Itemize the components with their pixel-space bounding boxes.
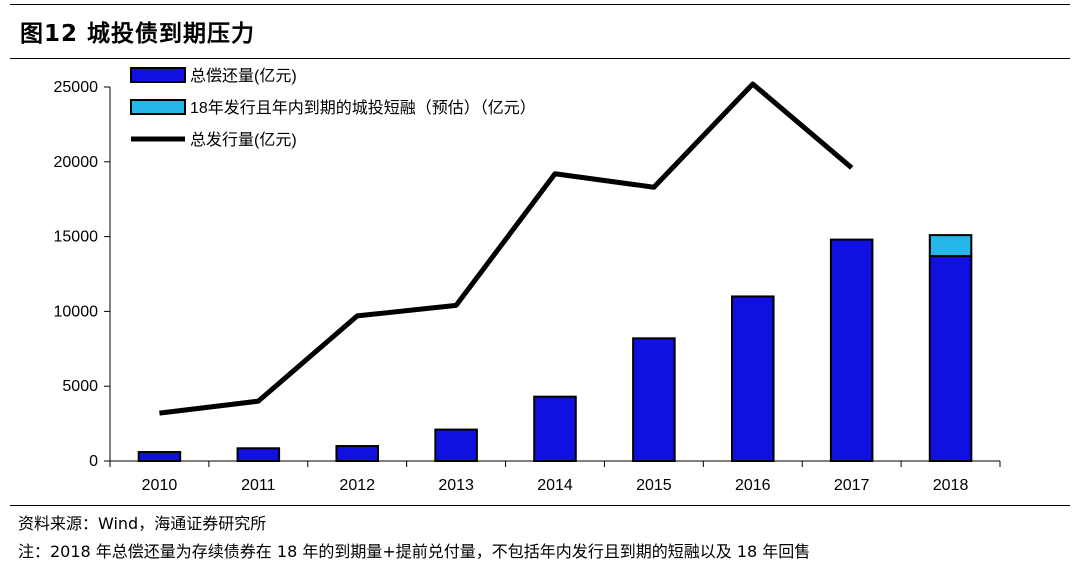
y-tick-label: 5000	[62, 378, 98, 395]
bar-repayment-2011	[236, 447, 281, 462]
title-rule	[10, 58, 1070, 59]
bar-short-term-notes-2018	[928, 234, 973, 258]
legend-label-0: 总偿还量(亿元)	[190, 67, 297, 85]
chart: 总偿还量(亿元)18年发行且年内到期的城投短融（预估）（亿元）总发行量(亿元) …	[54, 67, 1001, 494]
y-tick-label: 0	[89, 453, 98, 470]
x-tick-label: 2012	[339, 477, 375, 494]
source-note: 资料来源：Wind，海通证券研究所	[18, 514, 267, 533]
x-tick-label: 2011	[241, 477, 276, 494]
y-tick-label: 15000	[54, 229, 99, 246]
bar-repayment-2010	[137, 451, 182, 462]
legend-swatch-1	[130, 99, 186, 115]
footer-rule	[10, 505, 1070, 506]
y-tick-label: 20000	[54, 154, 99, 171]
x-tick-label: 2016	[735, 477, 771, 494]
bar-repayment-2015	[632, 337, 676, 462]
footnote: 注：2018 年总偿还量为存续债券在 18 年的到期量+提前兑付量，不包括年内发…	[18, 542, 811, 561]
x-tick-label: 2017	[834, 477, 870, 494]
bar-repayment-2012	[335, 445, 379, 463]
x-tick-label: 2010	[142, 477, 178, 494]
x-tick-label: 2014	[537, 477, 573, 494]
legend: 总偿还量(亿元) 18年发行且年内到期的城投短融（预估）（亿元） 总发行量(亿元)	[130, 67, 536, 149]
chart-title: 图12 城投债到期压力	[20, 21, 256, 47]
lines	[159, 81, 854, 416]
legend-label-2: 总发行量(亿元)	[190, 131, 297, 149]
top-rule	[10, 4, 1070, 5]
bar-repayment-2013	[434, 428, 478, 463]
x-tick-label: 2018	[933, 477, 969, 494]
legend-swatch-0	[130, 67, 186, 83]
bar-repayment-2014	[533, 395, 577, 462]
legend-label-1: 18年发行且年内到期的城投短融（预估）（亿元）	[190, 99, 536, 117]
x-tick-label: 2015	[636, 477, 672, 494]
bars	[137, 234, 973, 463]
axes: 0 5000 10000 15000 20000 25000 2010 2011 2012 201…	[54, 79, 1001, 494]
title-bar: 图12 城投债到期压力	[0, 0, 1080, 54]
x-tick-label: 2013	[438, 477, 474, 494]
y-tick-label: 25000	[54, 79, 99, 96]
y-tick-label: 10000	[54, 303, 99, 320]
bar-repayment-2018	[928, 255, 973, 462]
bar-repayment-2016	[731, 295, 775, 462]
bar-repayment-2017	[829, 238, 874, 462]
issuance-line	[159, 81, 854, 416]
